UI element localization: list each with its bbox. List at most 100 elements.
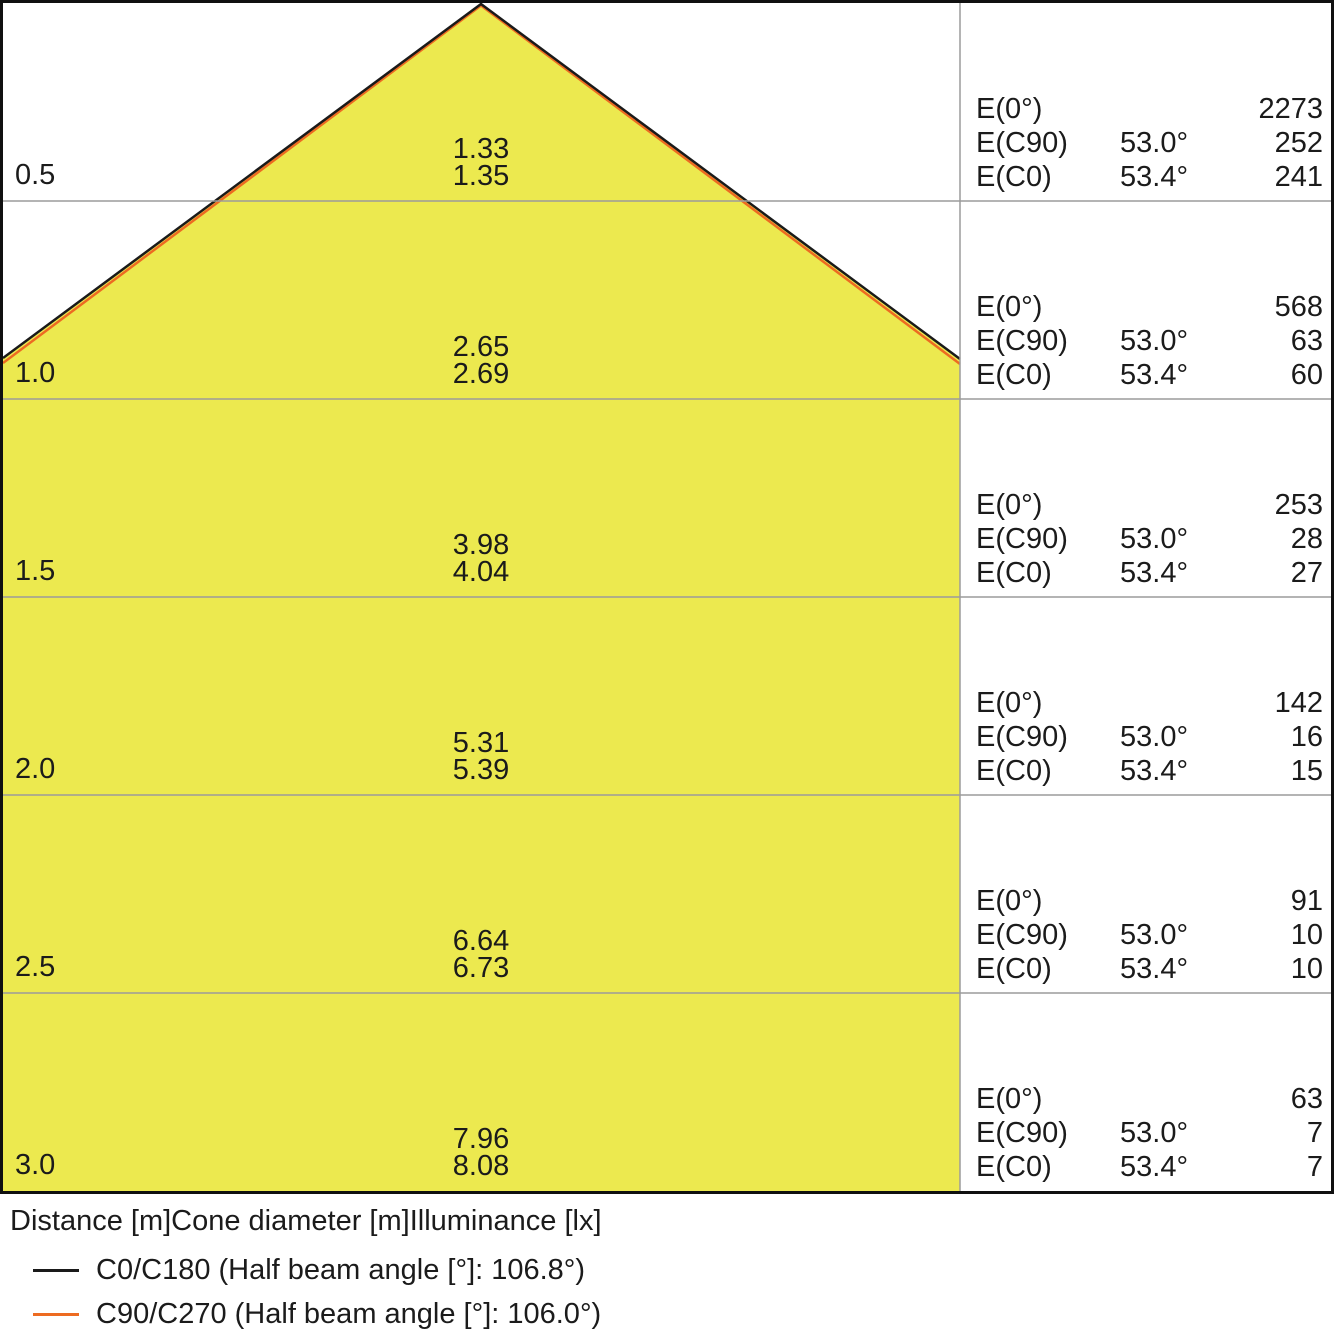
legend: C0/C180 (Half beam angle [°]: 106.8°) C9… (0, 1248, 900, 1334)
ec90-value: 28 (1290, 523, 1323, 555)
ec90-value: 63 (1290, 325, 1323, 357)
distance-label-2-5: 2.5 (15, 951, 56, 983)
ec0-angle: 53.4° (1120, 755, 1189, 787)
ec90-value: 252 (1274, 127, 1323, 159)
ec90-row: E(C90) 53.0° 28 (976, 522, 1323, 556)
legend-item-c0-c180: C0/C180 (Half beam angle [°]: 106.8°) (0, 1248, 900, 1292)
ec90-label: E(C90) (976, 325, 1068, 357)
c90-c270-line-swatch (33, 1312, 79, 1316)
e0-row: E(0°) 2273 (976, 92, 1323, 126)
cone-diameter-c90-value: 5.31 (452, 727, 510, 759)
cone-diameter-label-1-5: 3.98 4.04 (452, 529, 510, 588)
cone-diameter-c90-value: 3.98 (452, 529, 510, 561)
illuminance-block-1-0: E(0°) 568 E(C90) 53.0° 63 E(C0) 53.4° 60 (976, 290, 1323, 392)
ec0-row: E(C0) 53.4° 10 (976, 952, 1323, 986)
e0-value: 142 (1274, 687, 1323, 719)
illuminance-block-3-0: E(0°) 63 E(C90) 53.0° 7 E(C0) 53.4° 7 (976, 1082, 1323, 1184)
cone-diameter-c0-value: 4.04 (452, 556, 510, 588)
cone-diameter-label-3-0: 7.96 8.08 (452, 1125, 510, 1182)
ec0-row: E(C0) 53.4° 241 (976, 160, 1323, 194)
ec0-value: 60 (1290, 359, 1323, 391)
distance-label-1-0: 1.0 (15, 357, 56, 389)
light-cone-plot (3, 3, 1331, 1191)
illuminance-block-2-5: E(0°) 91 E(C90) 53.0° 10 E(C0) 53.4° 10 (976, 884, 1323, 986)
axes-note: Distance [m]Cone diameter [m]Illuminance… (10, 1205, 602, 1237)
ec0-label: E(C0) (976, 953, 1052, 985)
illuminance-block-2-0: E(0°) 142 E(C90) 53.0° 16 E(C0) 53.4° 15 (976, 686, 1323, 788)
ec90-value: 7 (1306, 1117, 1323, 1149)
e0-value: 253 (1274, 489, 1323, 521)
ec0-angle: 53.4° (1120, 1151, 1189, 1183)
cone-diagram-frame: 0.5 1.33 1.35 E(0°) 2273 E(C90) 53.0° 25… (0, 0, 1334, 1194)
ec0-row: E(C0) 53.4° 15 (976, 754, 1323, 788)
cone-diameter-c0-value: 2.69 (452, 358, 510, 390)
ec0-value: 7 (1306, 1151, 1323, 1183)
ec90-angle: 53.0° (1120, 1117, 1189, 1149)
cone-diameter-label-2-0: 5.31 5.39 (452, 727, 510, 785)
ec0-angle: 53.4° (1120, 359, 1189, 391)
e0-label: E(0°) (976, 93, 1043, 125)
ec0-angle: 53.4° (1120, 161, 1189, 193)
cone-diameter-c0-value: 1.35 (452, 160, 510, 192)
c0-c180-line-swatch (33, 1268, 79, 1272)
e0-value: 2273 (1258, 93, 1323, 125)
ec0-label: E(C0) (976, 1151, 1052, 1183)
ec0-angle: 53.4° (1120, 557, 1189, 589)
ec0-label: E(C0) (976, 161, 1052, 193)
ec90-row: E(C90) 53.0° 252 (976, 126, 1323, 160)
e0-value: 568 (1274, 291, 1323, 323)
cone-diameter-c0-value: 8.08 (452, 1150, 510, 1182)
ec90-angle: 53.0° (1120, 721, 1189, 753)
ec90-angle: 53.0° (1120, 919, 1189, 951)
cone-diameter-label-0-5: 1.33 1.35 (452, 133, 510, 192)
ec90-row: E(C90) 53.0° 7 (976, 1116, 1323, 1150)
e0-label: E(0°) (976, 291, 1043, 323)
e0-row: E(0°) 63 (976, 1082, 1323, 1116)
e0-label: E(0°) (976, 885, 1043, 917)
ec90-label: E(C90) (976, 127, 1068, 159)
illuminance-block-0-5: E(0°) 2273 E(C90) 53.0° 252 E(C0) 53.4° … (976, 92, 1323, 194)
e0-value: 91 (1290, 885, 1323, 917)
ec90-value: 16 (1290, 721, 1323, 753)
distance-label-1-5: 1.5 (15, 555, 56, 587)
cone-diameter-c90-value: 6.64 (452, 925, 510, 957)
ec0-value: 15 (1290, 755, 1323, 787)
e0-row: E(0°) 91 (976, 884, 1323, 918)
distance-label-3-0: 3.0 (15, 1149, 56, 1181)
ec90-angle: 53.0° (1120, 127, 1189, 159)
ec0-value: 10 (1290, 953, 1323, 985)
ec90-angle: 53.0° (1120, 523, 1189, 555)
distance-label-0-5: 0.5 (15, 159, 56, 191)
ec0-angle: 53.4° (1120, 953, 1189, 985)
e0-label: E(0°) (976, 1083, 1043, 1115)
e0-label: E(0°) (976, 489, 1043, 521)
e0-row: E(0°) 568 (976, 290, 1323, 324)
cone-diameter-c90-value: 1.33 (452, 133, 510, 165)
ec90-row: E(C90) 53.0° 63 (976, 324, 1323, 358)
distance-label-2-0: 2.0 (15, 753, 56, 785)
ec0-value: 241 (1274, 161, 1323, 193)
e0-row: E(0°) 253 (976, 488, 1323, 522)
ec0-label: E(C0) (976, 557, 1052, 589)
ec0-row: E(C0) 53.4° 7 (976, 1150, 1323, 1184)
e0-row: E(0°) 142 (976, 686, 1323, 720)
ec90-row: E(C90) 53.0° 16 (976, 720, 1323, 754)
e0-label: E(0°) (976, 687, 1043, 719)
e0-value: 63 (1290, 1083, 1323, 1115)
cone-diameter-c0-value: 6.73 (452, 952, 510, 984)
ec90-row: E(C90) 53.0° 10 (976, 918, 1323, 952)
cone-diameter-label-2-5: 6.64 6.73 (452, 925, 510, 984)
illuminance-block-1-5: E(0°) 253 E(C90) 53.0° 28 E(C0) 53.4° 27 (976, 488, 1323, 590)
ec90-value: 10 (1290, 919, 1323, 951)
ec90-angle: 53.0° (1120, 325, 1189, 357)
ec90-label: E(C90) (976, 721, 1068, 753)
ec90-label: E(C90) (976, 919, 1068, 951)
legend-label-c90-c270: C90/C270 (Half beam angle [°]: 106.0°) (96, 1297, 602, 1330)
ec90-label: E(C90) (976, 523, 1068, 555)
ec0-label: E(C0) (976, 359, 1052, 391)
cone-diameter-c90-value: 2.65 (452, 331, 510, 363)
cone-diameter-label-1-0: 2.65 2.69 (452, 331, 510, 390)
c0-c180-beam-line (3, 3, 961, 361)
legend-label-c0-c180: C0/C180 (Half beam angle [°]: 106.8°) (96, 1253, 586, 1286)
